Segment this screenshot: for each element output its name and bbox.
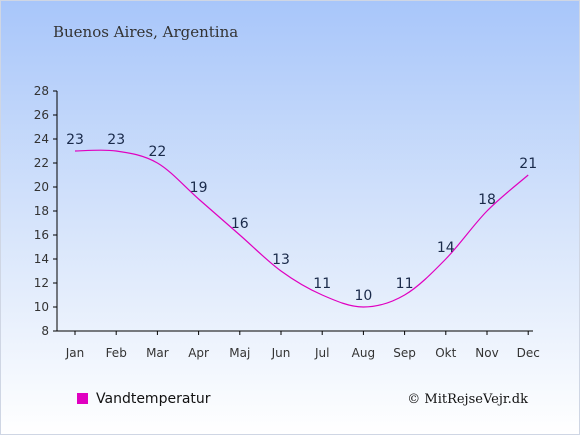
data-label: 14 <box>437 240 455 256</box>
data-labels: 23 23 22 19 16 13 11 10 11 14 18 21 <box>66 132 537 304</box>
x-tick-label: Aug <box>352 346 375 360</box>
y-tick-label: 14 <box>34 252 49 266</box>
chart-title: Buenos Aires, Argentina <box>53 23 238 41</box>
data-label: 22 <box>148 144 166 160</box>
x-tick-label: Dec <box>517 346 540 360</box>
legend-label: Vandtemperatur <box>96 391 211 407</box>
x-axis: Jan Feb Mar Apr Maj Jun Jul Aug Sep Okt Nov Dec <box>57 330 540 360</box>
series-group <box>74 149 529 308</box>
x-tick-label: Apr <box>188 346 209 360</box>
x-tick-label: Jun <box>271 346 291 360</box>
data-label: 23 <box>107 132 125 148</box>
legend-swatch <box>77 393 88 404</box>
y-tick-label: 10 <box>34 300 49 314</box>
x-tick-label: Maj <box>229 346 250 360</box>
y-tick-label: 24 <box>34 132 49 146</box>
y-tick-label: 18 <box>34 204 49 218</box>
data-label: 13 <box>272 252 290 268</box>
y-axis: 8 10 12 14 16 18 20 22 24 26 28 <box>34 84 58 338</box>
credit-text: © MitRejseVejr.dk <box>407 392 528 407</box>
data-label: 21 <box>519 156 537 172</box>
x-tick-label: Jul <box>314 346 329 360</box>
data-label: 19 <box>190 180 208 196</box>
data-label: 23 <box>66 132 84 148</box>
y-tick-label: 12 <box>34 276 49 290</box>
data-label: 10 <box>354 288 372 304</box>
y-tick-label: 28 <box>34 84 49 98</box>
y-tick-label: 26 <box>34 108 49 122</box>
data-label: 11 <box>396 276 414 292</box>
y-tick-label: 22 <box>34 156 49 170</box>
x-tick-label: Mar <box>146 346 169 360</box>
x-tick-label: Nov <box>475 346 498 360</box>
x-tick-label: Sep <box>393 346 416 360</box>
data-label: 11 <box>313 276 331 292</box>
x-tick-label: Feb <box>106 346 127 360</box>
x-tick-label: Jan <box>65 346 85 360</box>
x-tick-label: Okt <box>435 346 456 360</box>
y-tick-label: 20 <box>34 180 49 194</box>
y-tick-label: 8 <box>41 324 49 338</box>
data-label: 18 <box>478 192 496 208</box>
data-label: 16 <box>231 216 249 232</box>
y-tick-label: 16 <box>34 228 49 242</box>
series-line-vandtemperatur <box>74 149 529 308</box>
